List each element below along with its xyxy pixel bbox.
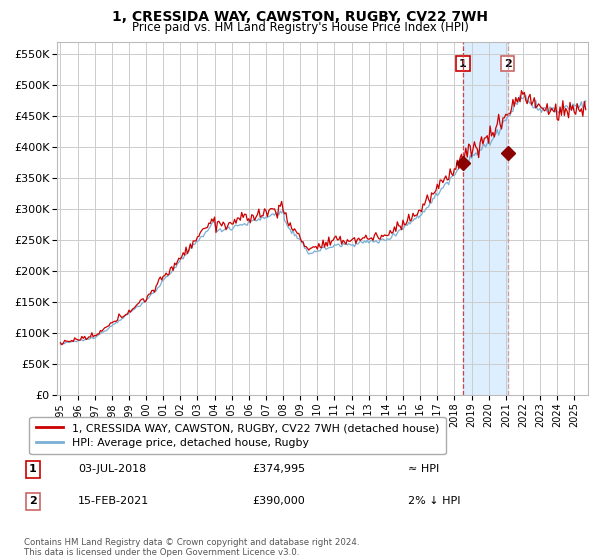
Text: Price paid vs. HM Land Registry's House Price Index (HPI): Price paid vs. HM Land Registry's House … <box>131 21 469 34</box>
Text: 15-FEB-2021: 15-FEB-2021 <box>78 496 149 506</box>
Text: 2% ↓ HPI: 2% ↓ HPI <box>408 496 461 506</box>
Text: ≈ HPI: ≈ HPI <box>408 464 439 474</box>
Text: 03-JUL-2018: 03-JUL-2018 <box>78 464 146 474</box>
Text: Contains HM Land Registry data © Crown copyright and database right 2024.
This d: Contains HM Land Registry data © Crown c… <box>24 538 359 557</box>
Text: 2: 2 <box>504 59 512 69</box>
Text: 2: 2 <box>29 496 37 506</box>
Legend: 1, CRESSIDA WAY, CAWSTON, RUGBY, CV22 7WH (detached house), HPI: Average price, : 1, CRESSIDA WAY, CAWSTON, RUGBY, CV22 7W… <box>29 417 446 454</box>
Text: £374,995: £374,995 <box>252 464 305 474</box>
Text: 1, CRESSIDA WAY, CAWSTON, RUGBY, CV22 7WH: 1, CRESSIDA WAY, CAWSTON, RUGBY, CV22 7W… <box>112 10 488 24</box>
Text: £390,000: £390,000 <box>252 496 305 506</box>
Text: 1: 1 <box>459 59 467 69</box>
Text: 1: 1 <box>29 464 37 474</box>
Bar <box>463 42 508 395</box>
